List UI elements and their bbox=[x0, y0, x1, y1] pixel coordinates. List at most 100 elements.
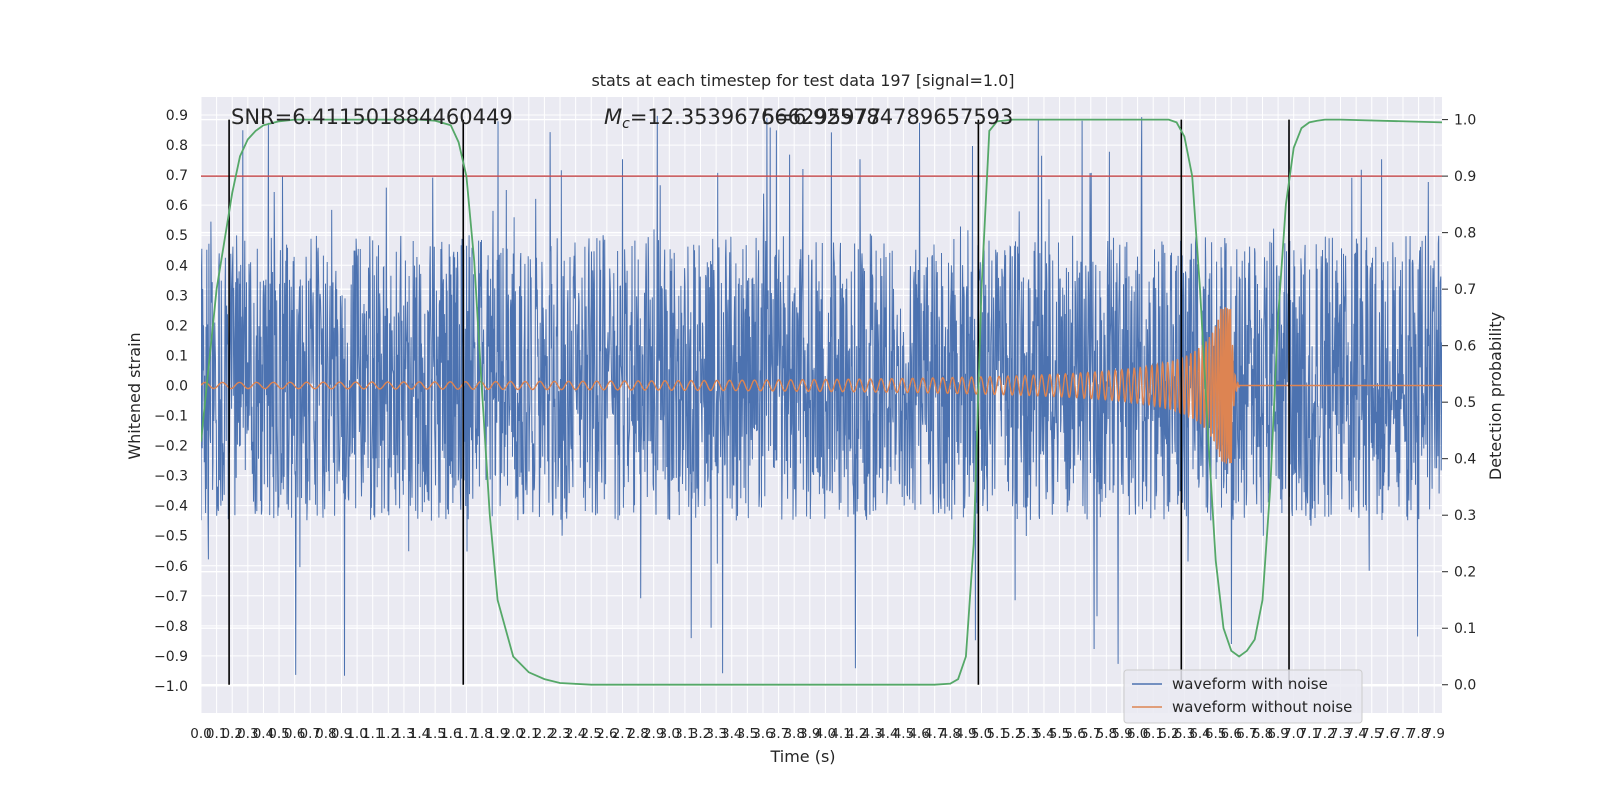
x-tick-label: 5.7 bbox=[1080, 726, 1101, 742]
x-tick-label: 2.7 bbox=[612, 726, 633, 742]
x-tick-label: 0.4 bbox=[253, 726, 274, 742]
x-tick-label: 6.9 bbox=[1267, 726, 1288, 742]
y-tick-label: −0.4 bbox=[154, 499, 188, 515]
x-tick-label: 5.3 bbox=[1018, 726, 1039, 742]
y-tick-label: −0.2 bbox=[154, 439, 188, 455]
x-tick-label: 5.4 bbox=[1033, 726, 1054, 742]
x-tick-label: 0.8 bbox=[315, 726, 336, 742]
x-tick-label: 5.2 bbox=[1002, 726, 1023, 742]
x-tick-label: 6.0 bbox=[1127, 726, 1148, 742]
x-tick-label: 6.3 bbox=[1174, 726, 1195, 742]
series-waveform-with-noise bbox=[201, 115, 1442, 676]
x-tick-label: 6.4 bbox=[1189, 726, 1210, 742]
x-tick-label: 4.5 bbox=[893, 726, 914, 742]
y-tick-label: −0.6 bbox=[154, 559, 188, 575]
x-tick-label: 7.3 bbox=[1330, 726, 1351, 742]
x-tick-label: 3.3 bbox=[705, 726, 726, 742]
x-tick-label: 7.9 bbox=[1423, 726, 1444, 742]
x-tick-label: 3.8 bbox=[783, 726, 804, 742]
chart-title: stats at each timestep for test data 197… bbox=[591, 71, 1014, 90]
x-tick-label: 3.6 bbox=[752, 726, 773, 742]
y-axis-right-ticks: 0.0 0.1 0.2 0.3 0.4 0.5 0.6 0.7 0.8 0.9 1.0 bbox=[1442, 113, 1476, 694]
x-tick-label: 2.1 bbox=[518, 726, 539, 742]
x-tick-label: 4.6 bbox=[908, 726, 929, 742]
y-right-tick-label: 0.8 bbox=[1454, 226, 1476, 242]
legend-box bbox=[1123, 669, 1363, 724]
x-tick-label: 4.4 bbox=[877, 726, 898, 742]
x-tick-label: 3.5 bbox=[737, 726, 758, 742]
x-tick-label: 4.0 bbox=[815, 726, 836, 742]
x-tick-label: 1.3 bbox=[393, 726, 414, 742]
x-tick-label: 0.2 bbox=[221, 726, 242, 742]
overlapping-annotation: 5=6.925784789657593 bbox=[762, 105, 1013, 129]
y-tick-label: 0.6 bbox=[166, 198, 188, 214]
x-axis-ticks: 0.00.10.20.30.40.50.60.70.80.91.01.11.21… bbox=[190, 726, 1445, 742]
x-tick-label: 4.3 bbox=[861, 726, 882, 742]
x-tick-label: 3.9 bbox=[799, 726, 820, 742]
x-tick-label: 4.8 bbox=[940, 726, 961, 742]
x-tick-label: 2.9 bbox=[643, 726, 664, 742]
x-tick-label: 7.5 bbox=[1361, 726, 1382, 742]
x-tick-label: 1.0 bbox=[346, 726, 367, 742]
x-tick-label: 0.1 bbox=[206, 726, 227, 742]
x-tick-label: 2.5 bbox=[581, 726, 602, 742]
y-right-tick-label: 0.7 bbox=[1454, 282, 1476, 298]
y-tick-label: −0.3 bbox=[154, 469, 188, 485]
x-tick-label: 2.3 bbox=[549, 726, 570, 742]
y-right-tick-label: 0.4 bbox=[1454, 452, 1476, 468]
y-right-tick-label: 0.1 bbox=[1454, 621, 1476, 637]
x-tick-label: 5.8 bbox=[1096, 726, 1117, 742]
y-tick-label: 0.0 bbox=[166, 378, 188, 394]
x-tick-label: 4.9 bbox=[955, 726, 976, 742]
x-axis-label: Time (s) bbox=[769, 747, 835, 766]
x-tick-label: 0.7 bbox=[300, 726, 321, 742]
legend-label-clean: waveform without noise bbox=[1172, 698, 1352, 716]
y-tick-label: 0.1 bbox=[166, 348, 188, 364]
x-tick-label: 7.2 bbox=[1314, 726, 1335, 742]
x-tick-label: 1.6 bbox=[440, 726, 461, 742]
y-right-tick-label: 0.3 bbox=[1454, 508, 1476, 524]
x-tick-label: 1.8 bbox=[471, 726, 492, 742]
y-right-tick-label: 0.2 bbox=[1454, 565, 1476, 581]
chirp-mass-value: =12.353967666295977 bbox=[630, 105, 881, 129]
x-tick-label: 7.7 bbox=[1392, 726, 1413, 742]
y-right-tick-label: 0.9 bbox=[1454, 169, 1476, 185]
x-tick-label: 4.2 bbox=[846, 726, 867, 742]
x-tick-label: 0.0 bbox=[190, 726, 211, 742]
y-right-tick-label: 0.6 bbox=[1454, 339, 1476, 355]
x-tick-label: 4.7 bbox=[924, 726, 945, 742]
x-tick-label: 5.6 bbox=[1064, 726, 1085, 742]
x-tick-label: 2.2 bbox=[534, 726, 555, 742]
legend: waveform with noise waveform without noi… bbox=[1123, 669, 1363, 724]
series-detection-probability bbox=[201, 118, 1442, 686]
y-tick-label: −0.8 bbox=[154, 619, 188, 635]
x-tick-label: 6.6 bbox=[1221, 726, 1242, 742]
y-tick-label: 0.8 bbox=[166, 138, 188, 154]
x-tick-label: 6.7 bbox=[1236, 726, 1257, 742]
y-tick-label: −0.5 bbox=[154, 529, 188, 545]
y-tick-label: −0.1 bbox=[154, 409, 188, 425]
x-tick-label: 7.0 bbox=[1283, 726, 1304, 742]
x-tick-label: 6.1 bbox=[1142, 726, 1163, 742]
x-tick-label: 5.5 bbox=[1049, 726, 1070, 742]
y-tick-label: −0.7 bbox=[154, 589, 188, 605]
x-tick-label: 3.2 bbox=[690, 726, 711, 742]
x-tick-label: 1.7 bbox=[456, 726, 477, 742]
x-tick-label: 5.0 bbox=[971, 726, 992, 742]
x-tick-label: 7.1 bbox=[1299, 726, 1320, 742]
x-tick-label: 0.6 bbox=[284, 726, 305, 742]
x-tick-label: 3.0 bbox=[659, 726, 680, 742]
x-tick-label: 1.2 bbox=[378, 726, 399, 742]
x-tick-label: 6.8 bbox=[1252, 726, 1273, 742]
x-tick-label: 0.9 bbox=[331, 726, 352, 742]
x-tick-label: 7.8 bbox=[1408, 726, 1429, 742]
y-tick-label: 0.3 bbox=[166, 288, 188, 304]
y-axis-left-ticks: −1.0 −0.9 −0.8 −0.7 −0.6 −0.5 −0.4 −0.3 −0.2 −0.1… bbox=[154, 108, 188, 695]
x-tick-label: 3.1 bbox=[674, 726, 695, 742]
x-tick-label: 1.1 bbox=[362, 726, 383, 742]
y-right-tick-label: 0.0 bbox=[1454, 678, 1476, 694]
x-tick-label: 0.5 bbox=[268, 726, 289, 742]
y-tick-label: −1.0 bbox=[154, 679, 188, 695]
y-tick-label: 0.5 bbox=[166, 228, 188, 244]
